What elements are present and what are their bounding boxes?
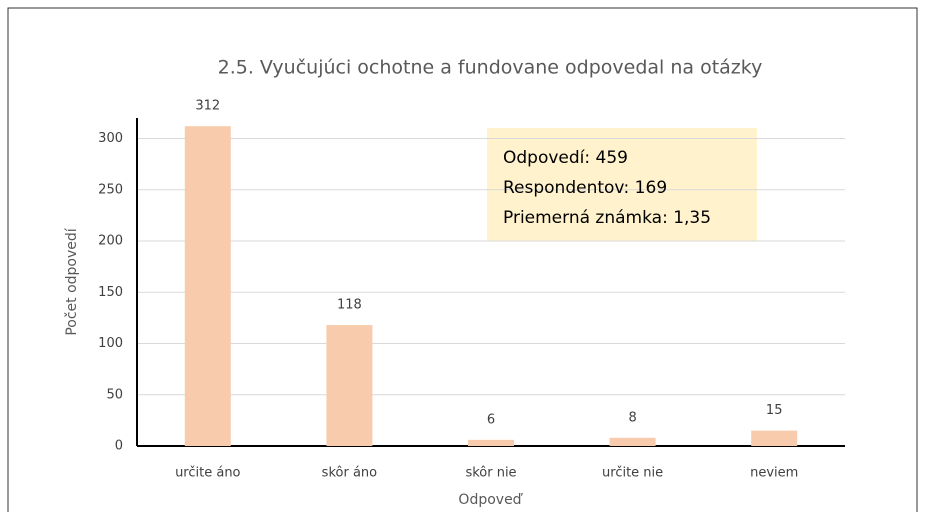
y-tick-label: 200 [98,234,123,249]
y-tick-label: 50 [106,387,123,402]
value-label: 8 [628,410,636,425]
x-tick-label: neviem [750,466,798,481]
y-tick-label: 250 [98,182,123,197]
x-tick-label: určite áno [175,466,240,481]
value-label: 6 [487,412,495,427]
annotation: Odpovedí: 459 [503,148,628,168]
y-tick-label: 300 [98,131,123,146]
x-tick-label: určite nie [602,466,663,481]
y-axis-label: Počet odpovedí [64,227,80,335]
x-axis-label: Odpoveď [458,492,523,508]
x-tick-label: skôr nie [465,466,516,481]
bar [751,430,798,446]
bar [326,325,373,446]
bar [184,126,231,446]
y-tick-label: 100 [98,336,123,351]
bar [468,439,514,446]
annotation: Respondentov: 169 [503,178,667,198]
annotation: Priemerná známka: 1,35 [503,208,711,228]
y-tick-label: 0 [115,439,123,454]
frame [7,7,918,512]
x-tick-label: skôr áno [322,466,377,481]
bar [609,437,656,446]
chart-title: 2.5. Vyučujúci ochotne a fundovane odpov… [218,57,763,79]
value-label: 15 [766,403,783,418]
y-tick-label: 150 [98,285,123,300]
value-label: 118 [337,298,362,313]
value-label: 312 [195,99,220,114]
annotation-box [487,128,757,241]
